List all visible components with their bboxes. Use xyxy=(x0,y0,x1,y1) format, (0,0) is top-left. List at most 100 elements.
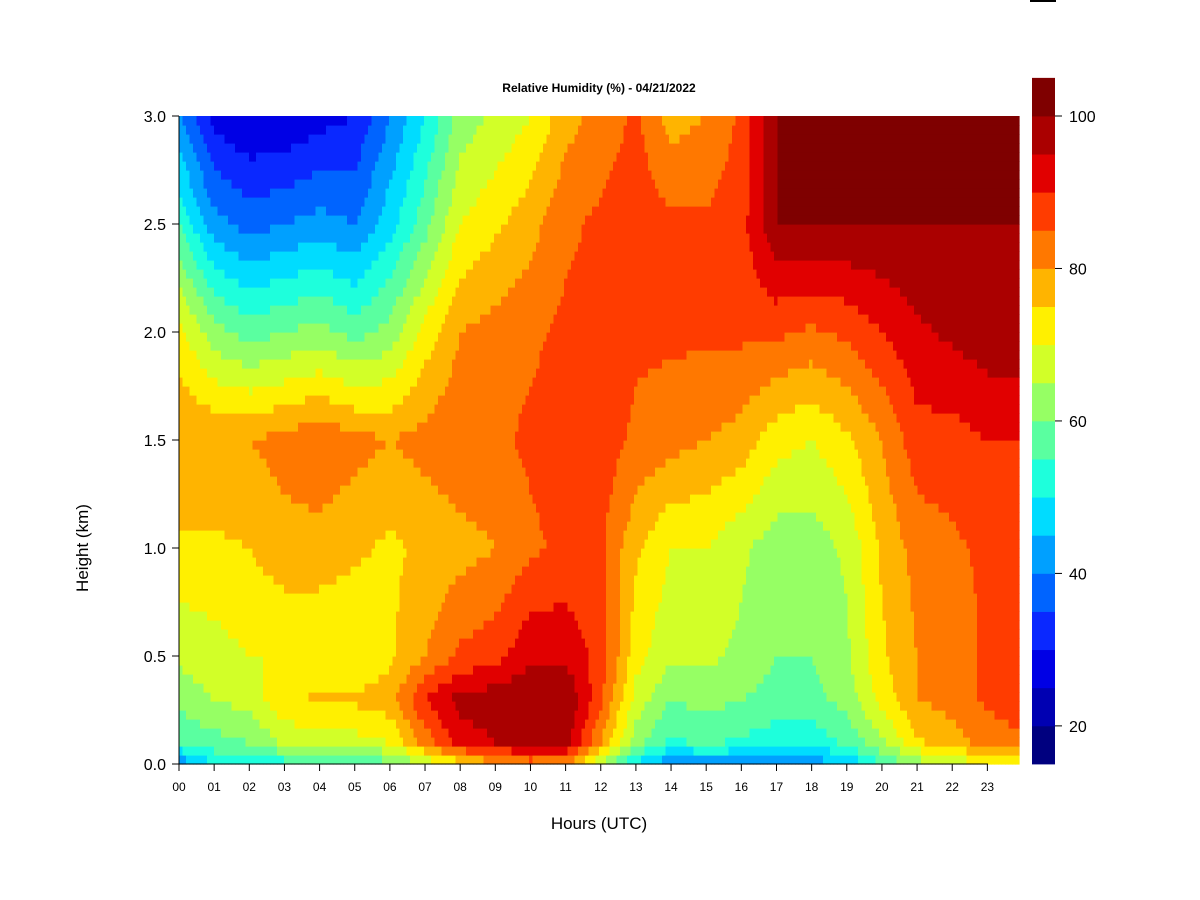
heatmap-cell xyxy=(378,638,383,648)
heatmap-cell xyxy=(193,710,198,720)
heatmap-cell xyxy=(396,323,401,333)
heatmap-cell xyxy=(298,287,303,297)
heatmap-cell xyxy=(224,206,229,216)
heatmap-cell xyxy=(252,260,257,270)
heatmap-cell xyxy=(270,269,275,279)
heatmap-cell xyxy=(203,188,208,198)
heatmap-cell xyxy=(343,638,348,648)
heatmap-cell xyxy=(270,350,275,360)
heatmap-cell xyxy=(221,755,226,765)
heatmap-cell xyxy=(228,377,233,387)
heatmap-cell xyxy=(308,260,313,270)
heatmap-cell xyxy=(308,287,313,297)
heatmap-cell xyxy=(266,242,271,252)
heatmap-cell xyxy=(284,143,289,153)
heatmap-cell xyxy=(270,467,275,477)
heatmap-cell xyxy=(203,692,208,702)
heatmap-cell xyxy=(263,611,268,621)
heatmap-cell xyxy=(182,647,187,657)
heatmap-cell xyxy=(252,656,257,666)
heatmap-cell xyxy=(329,701,334,711)
heatmap-cell xyxy=(413,179,418,189)
heatmap-cell xyxy=(252,314,257,324)
heatmap-cell xyxy=(210,359,215,369)
heatmap-cell xyxy=(326,215,331,225)
heatmap-cell xyxy=(238,521,243,531)
heatmap-cell xyxy=(249,611,254,621)
heatmap-cell xyxy=(228,530,233,540)
heatmap-cell xyxy=(193,422,198,432)
heatmap-cell xyxy=(242,458,247,468)
heatmap-cell xyxy=(410,728,415,738)
heatmap-cell xyxy=(406,161,411,171)
heatmap-cell xyxy=(221,611,226,621)
heatmap-cell xyxy=(375,368,380,378)
heatmap-cell xyxy=(252,728,257,738)
heatmap-cell xyxy=(284,422,289,432)
heatmap-cell xyxy=(242,548,247,558)
heatmap-cell xyxy=(228,737,233,747)
heatmap-cell xyxy=(420,701,425,711)
heatmap-cell xyxy=(270,665,275,675)
heatmap-cell xyxy=(217,539,222,549)
heatmap-cell xyxy=(280,467,285,477)
heatmap-cell xyxy=(228,179,233,189)
heatmap-cell xyxy=(343,449,348,459)
heatmap-cell xyxy=(256,368,261,378)
heatmap-cell xyxy=(217,332,222,342)
heatmap-cell xyxy=(214,143,219,153)
heatmap-cell xyxy=(273,449,278,459)
heatmap-cell xyxy=(214,287,219,297)
heatmap-cell xyxy=(270,116,275,126)
heatmap-cell xyxy=(266,278,271,288)
heatmap-cell xyxy=(322,656,327,666)
heatmap-cell xyxy=(186,314,191,324)
heatmap-cell xyxy=(263,359,268,369)
heatmap-cell xyxy=(403,341,408,351)
heatmap-cell xyxy=(364,665,369,675)
heatmap-cell xyxy=(375,566,380,576)
heatmap-cell xyxy=(291,287,296,297)
heatmap-cell xyxy=(410,179,415,189)
heatmap-cell xyxy=(294,584,299,594)
heatmap-cell xyxy=(252,368,257,378)
heatmap-cell xyxy=(410,746,415,756)
heatmap-cell xyxy=(298,467,303,477)
heatmap-cell xyxy=(284,746,289,756)
heatmap-cell xyxy=(301,539,306,549)
heatmap-cell xyxy=(406,134,411,144)
heatmap-cell xyxy=(210,314,215,324)
heatmap-cell xyxy=(200,611,205,621)
heatmap-cell xyxy=(294,611,299,621)
heatmap-cell xyxy=(389,413,394,423)
heatmap-cell xyxy=(182,251,187,261)
heatmap-cell xyxy=(382,134,387,144)
heatmap-cell xyxy=(333,260,338,270)
heatmap-cell xyxy=(329,728,334,738)
heatmap-cell xyxy=(291,530,296,540)
heatmap-cell xyxy=(343,665,348,675)
heatmap-cell xyxy=(242,332,247,342)
heatmap-cell xyxy=(280,377,285,387)
heatmap-cell xyxy=(221,665,226,675)
heatmap-cell xyxy=(210,719,215,729)
heatmap-cell xyxy=(193,323,198,333)
heatmap-cell xyxy=(343,755,348,765)
heatmap-cell xyxy=(235,521,240,531)
heatmap-cell xyxy=(291,233,296,243)
heatmap-cell xyxy=(347,368,352,378)
heatmap-cell xyxy=(298,395,303,405)
heatmap-cell xyxy=(392,341,397,351)
heatmap-cell xyxy=(193,647,198,657)
heatmap-cell xyxy=(294,431,299,441)
heatmap-cell xyxy=(291,746,296,756)
heatmap-cell xyxy=(242,719,247,729)
heatmap-cell xyxy=(361,458,366,468)
heatmap-cell xyxy=(329,449,334,459)
heatmap-cell xyxy=(238,566,243,576)
heatmap-cell xyxy=(375,161,380,171)
heatmap-cell xyxy=(340,134,345,144)
heatmap-cell xyxy=(392,665,397,675)
heatmap-cell xyxy=(417,287,422,297)
heatmap-cell xyxy=(322,476,327,486)
